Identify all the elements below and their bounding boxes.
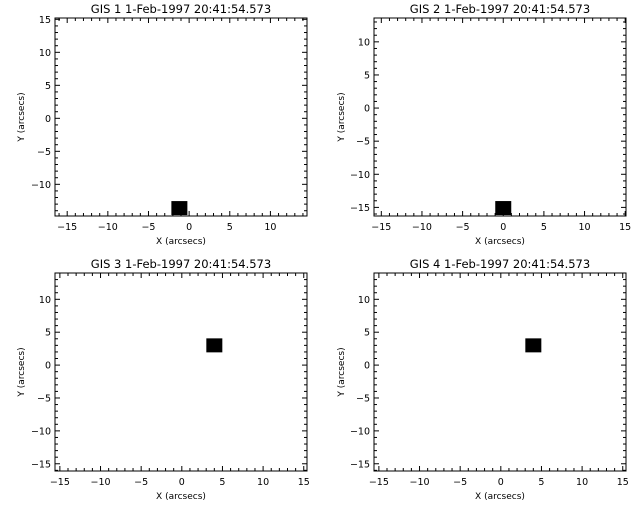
x-tick-label: 10: [578, 222, 590, 233]
y-tick-label: −5: [37, 147, 51, 158]
panel-gis-1: GIS 1 1-Feb-1997 20:41:54.573 −15 −10 −5 0 5…: [17, 2, 308, 247]
tick-group: −15 −10 −5 0 5 10 15 −15 −10 −5 0 5 10: [31, 272, 310, 488]
x-tick-label: −15: [50, 477, 70, 488]
plot-area: [54, 17, 308, 217]
plot-area: [373, 272, 627, 472]
x-tick-label: 0: [186, 222, 192, 233]
data-point-square: [171, 201, 188, 216]
x-tick-label: 5: [219, 477, 225, 488]
tick-group: −15 −10 −5 0 5 10 15 −15 −10 −5 0 5 10: [350, 18, 631, 233]
y-tick-label: 10: [358, 295, 370, 306]
x-tick-label: −15: [369, 477, 389, 488]
y-tick-label: 15: [39, 15, 51, 26]
y-tick-label: 0: [364, 361, 370, 372]
panel-gis-4: GIS 4 1-Feb-1997 20:41:54.573 −15 −10 −5 0 5…: [337, 257, 629, 502]
y-tick-label: −10: [350, 170, 370, 181]
y-axis-label: Y (arcsecs): [17, 347, 27, 397]
data-marks: [525, 338, 542, 353]
y-axis-label: Y (arcsecs): [337, 92, 347, 142]
x-tick-label: 0: [179, 477, 185, 488]
y-tick-label: 5: [45, 328, 51, 339]
plot-area: [373, 17, 627, 217]
x-tick-label: 10: [264, 222, 276, 233]
y-tick-label: 0: [45, 361, 51, 372]
x-tick-label: 0: [500, 222, 506, 233]
data-marks: [206, 338, 223, 353]
panel-gis-3: GIS 3 1-Feb-1997 20:41:54.573 −15 −10 −5 0 5…: [17, 257, 310, 502]
y-tick-label: −10: [31, 180, 51, 191]
y-axis-label: Y (arcsecs): [337, 347, 347, 397]
y-tick-label: −10: [31, 426, 51, 437]
y-tick-label: −5: [37, 393, 51, 404]
x-axis-label: X (arcsecs): [156, 237, 206, 247]
chart-title: GIS 3 1-Feb-1997 20:41:54.573: [91, 257, 271, 271]
y-tick-label: 0: [364, 104, 370, 115]
x-tick-label: −15: [371, 222, 391, 233]
plot-area: [54, 272, 308, 472]
x-tick-label: 15: [619, 222, 631, 233]
y-tick-label: 10: [39, 48, 51, 59]
x-tick-label: −10: [409, 477, 429, 488]
x-tick-label: −5: [453, 477, 467, 488]
data-point-square: [206, 338, 223, 353]
y-tick-label: −10: [350, 426, 370, 437]
x-tick-label: 10: [257, 477, 269, 488]
y-tick-label: 0: [45, 114, 51, 125]
x-tick-label: 5: [538, 477, 544, 488]
y-tick-label: −5: [356, 393, 370, 404]
chart-title: GIS 4 1-Feb-1997 20:41:54.573: [410, 257, 590, 271]
y-tick-label: −15: [31, 459, 51, 470]
x-tick-label: −10: [412, 222, 432, 233]
data-marks: [171, 201, 188, 216]
x-tick-label: 5: [541, 222, 547, 233]
x-tick-label: −10: [98, 222, 118, 233]
x-tick-label: −5: [456, 222, 470, 233]
x-axis-label: X (arcsecs): [156, 492, 206, 502]
data-point-square: [525, 338, 542, 353]
chart-title: GIS 2 1-Feb-1997 20:41:54.573: [410, 2, 590, 16]
data-marks: [495, 201, 512, 216]
y-tick-label: 5: [45, 81, 51, 92]
y-tick-label: 5: [364, 70, 370, 81]
y-tick-label: −15: [350, 459, 370, 470]
x-tick-label: 5: [227, 222, 233, 233]
y-tick-label: 10: [358, 37, 370, 48]
x-tick-label: 15: [617, 477, 629, 488]
x-tick-label: 0: [498, 477, 504, 488]
x-tick-label: −5: [134, 477, 148, 488]
chart-title: GIS 1 1-Feb-1997 20:41:54.573: [91, 2, 271, 16]
tick-group: −15 −10 −5 0 5 10 15 −15 −10 −5 0 5 10: [350, 272, 629, 488]
y-axis-label: Y (arcsecs): [17, 92, 27, 142]
x-tick-label: −10: [90, 477, 110, 488]
x-axis-label: X (arcsecs): [475, 492, 525, 502]
x-tick-label: −5: [141, 222, 155, 233]
data-point-square: [495, 201, 512, 216]
x-tick-label: 10: [576, 477, 588, 488]
panel-gis-2: GIS 2 1-Feb-1997 20:41:54.573 −15 −10 −5 0 5…: [337, 2, 631, 247]
y-tick-label: 10: [39, 295, 51, 306]
y-tick-label: −15: [350, 203, 370, 214]
y-tick-label: −5: [356, 137, 370, 148]
x-tick-label: 15: [298, 477, 310, 488]
y-tick-label: 5: [364, 328, 370, 339]
x-axis-label: X (arcsecs): [475, 237, 525, 247]
x-tick-label: −15: [57, 222, 77, 233]
